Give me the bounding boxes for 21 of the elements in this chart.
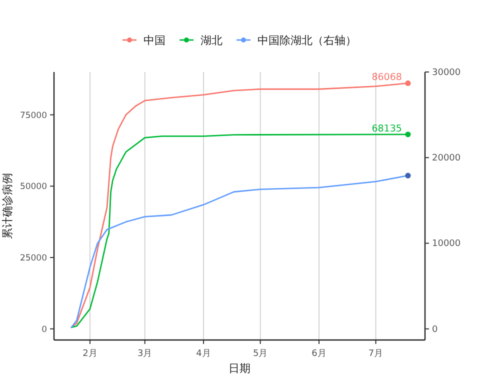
- x-tick-label: 2月: [82, 349, 98, 359]
- y-tick-label: 75000: [20, 110, 47, 121]
- legend-label: 湖北: [200, 34, 222, 47]
- y2-tick-label: 10000: [432, 239, 461, 250]
- x-tick-label: 3月: [137, 349, 152, 359]
- annotation: 86068: [372, 72, 402, 84]
- annotation: 68135: [372, 123, 402, 134]
- y2-tick-label: 20000: [432, 154, 461, 164]
- x-tick-label: 6月: [312, 349, 326, 359]
- y-tick-label: 0: [42, 324, 47, 335]
- x-axis-title: 日期: [228, 362, 250, 375]
- legend-label: 中国: [144, 34, 166, 47]
- legend-label: 中国除湖北（右轴）: [258, 34, 356, 47]
- y-tick-label: 25000: [20, 254, 47, 264]
- x-tick-label: 4月: [196, 349, 211, 359]
- x-tick-label: 7月: [368, 349, 384, 359]
- y2-tick-label: 0: [432, 324, 438, 335]
- y-axis-title: 累计确诊病例: [1, 173, 14, 239]
- y2-tick-label: 30000: [432, 68, 461, 78]
- x-tick-label: 5月: [252, 349, 268, 359]
- y-tick-label: 50000: [20, 182, 47, 192]
